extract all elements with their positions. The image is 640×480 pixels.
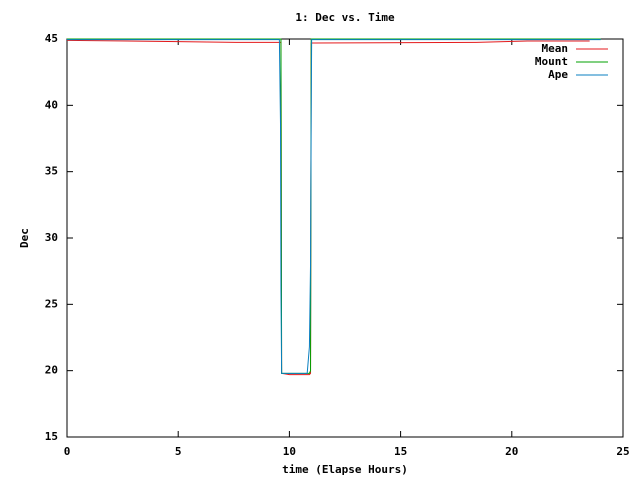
- x-tick-label: 25: [616, 445, 629, 458]
- y-tick-label: 25: [45, 297, 58, 310]
- x-axis-label: time (Elapse Hours): [282, 463, 408, 476]
- x-tick-label: 0: [64, 445, 71, 458]
- chart-title: 1: Dec vs. Time: [295, 11, 395, 24]
- y-tick-label: 40: [45, 98, 58, 111]
- legend-label: Mount: [535, 55, 568, 68]
- x-tick-label: 15: [394, 445, 407, 458]
- legend-label: Ape: [548, 68, 568, 81]
- series-line: [67, 39, 601, 374]
- x-tick-label: 20: [505, 445, 518, 458]
- x-tick-label: 5: [175, 445, 182, 458]
- series-line: [67, 38, 601, 374]
- plot-frame: [66, 38, 624, 438]
- y-tick-label: 20: [45, 364, 58, 377]
- y-tick-label: 35: [45, 165, 58, 178]
- x-tick-label: 10: [283, 445, 296, 458]
- y-tick-label: 45: [45, 32, 58, 45]
- series-line: [66, 39, 590, 376]
- legend-label: Mean: [542, 42, 569, 55]
- y-axis-label: Dec: [18, 228, 31, 248]
- y-tick-label: 30: [45, 231, 58, 244]
- y-tick-label: 15: [45, 430, 58, 443]
